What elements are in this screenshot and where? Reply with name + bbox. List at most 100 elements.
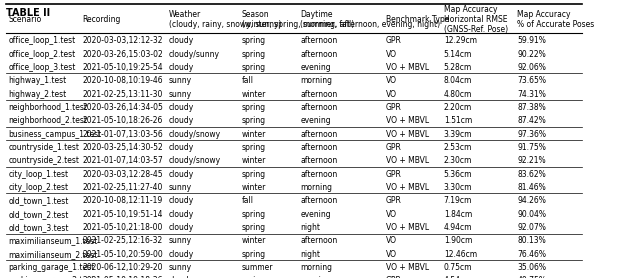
Text: 90.04%: 90.04%	[517, 210, 546, 219]
Text: 90.22%: 90.22%	[517, 49, 546, 59]
Text: night: night	[300, 223, 320, 232]
Text: morning: morning	[300, 183, 332, 192]
Text: 12.46cm: 12.46cm	[444, 250, 477, 259]
Text: business_campus_1.test: business_campus_1.test	[8, 130, 102, 139]
Text: Map Accuracy
% of Accurate Poses: Map Accuracy % of Accurate Poses	[517, 10, 595, 29]
Text: 81.46%: 81.46%	[517, 183, 546, 192]
Text: VO + MBVL: VO + MBVL	[386, 116, 429, 125]
Text: 2.20cm: 2.20cm	[444, 103, 472, 112]
Text: summer: summer	[242, 263, 273, 272]
Text: 2021-05-10,19:18-36: 2021-05-10,19:18-36	[83, 276, 163, 278]
Text: VO: VO	[386, 49, 397, 59]
Text: VO: VO	[386, 90, 397, 99]
Text: afternoon: afternoon	[300, 143, 337, 152]
Text: spring: spring	[242, 116, 266, 125]
Text: countryside_1.test: countryside_1.test	[8, 143, 79, 152]
Text: evening: evening	[300, 276, 331, 278]
Text: maximilianseum_2.test: maximilianseum_2.test	[8, 250, 98, 259]
Text: 73.65%: 73.65%	[517, 76, 546, 85]
Text: cloudy: cloudy	[168, 143, 194, 152]
Text: neighborhood_1.test: neighborhood_1.test	[8, 103, 88, 112]
Text: GPR: GPR	[386, 143, 402, 152]
Text: 97.36%: 97.36%	[517, 130, 546, 139]
Text: cloudy: cloudy	[168, 103, 194, 112]
Text: spring: spring	[242, 143, 266, 152]
Text: 4.80cm: 4.80cm	[444, 90, 472, 99]
Text: VO: VO	[386, 250, 397, 259]
Text: cloudy: cloudy	[168, 223, 194, 232]
Text: 91.75%: 91.75%	[517, 143, 546, 152]
Text: highway_2.test: highway_2.test	[8, 90, 67, 99]
Text: cloudy: cloudy	[168, 116, 194, 125]
Text: Season
(winter, spring, summer, fall): Season (winter, spring, summer, fall)	[242, 10, 354, 29]
Text: Benchmark Type: Benchmark Type	[386, 15, 449, 24]
Text: cloudy: cloudy	[168, 210, 194, 219]
Text: 2020-10-08,12:11-19: 2020-10-08,12:11-19	[83, 196, 163, 205]
Text: afternoon: afternoon	[300, 236, 337, 245]
Text: cloudy: cloudy	[168, 36, 194, 45]
Text: 2020-03-26,14:34-05: 2020-03-26,14:34-05	[83, 103, 163, 112]
Text: sunny: sunny	[168, 183, 192, 192]
Text: GPR: GPR	[386, 103, 402, 112]
Text: afternoon: afternoon	[300, 170, 337, 179]
Text: evening: evening	[300, 116, 331, 125]
Text: 2021-02-25,13:11-30: 2021-02-25,13:11-30	[83, 90, 163, 99]
Text: winter: winter	[242, 183, 266, 192]
Text: 1.90cm: 1.90cm	[444, 236, 472, 245]
Text: spring: spring	[242, 170, 266, 179]
Text: VO + MBVL: VO + MBVL	[386, 223, 429, 232]
Text: spring: spring	[242, 103, 266, 112]
Text: 35.06%: 35.06%	[517, 263, 546, 272]
Text: spring: spring	[242, 36, 266, 45]
Text: old_town_3.test: old_town_3.test	[8, 223, 69, 232]
Text: cloudy: cloudy	[168, 250, 194, 259]
Text: neighborhood_2.test: neighborhood_2.test	[8, 116, 88, 125]
Text: 2.53cm: 2.53cm	[444, 143, 472, 152]
Text: 76.46%: 76.46%	[517, 250, 546, 259]
Text: 92.07%: 92.07%	[517, 223, 546, 232]
Text: cloudy: cloudy	[168, 63, 194, 72]
Text: cloudy: cloudy	[168, 276, 194, 278]
Text: afternoon: afternoon	[300, 130, 337, 139]
Text: TABLE II: TABLE II	[6, 8, 51, 18]
Text: city_loop_1.test: city_loop_1.test	[8, 170, 68, 179]
Text: 92.06%: 92.06%	[517, 63, 546, 72]
Text: VO + MBVL: VO + MBVL	[386, 263, 429, 272]
Text: 5.36cm: 5.36cm	[444, 170, 472, 179]
Text: afternoon: afternoon	[300, 36, 337, 45]
Text: cloudy/sunny: cloudy/sunny	[168, 49, 220, 59]
Text: 80.13%: 80.13%	[517, 236, 546, 245]
Text: office_loop_3.test: office_loop_3.test	[8, 63, 76, 72]
Text: fall: fall	[242, 76, 253, 85]
Text: 5.14cm: 5.14cm	[444, 49, 472, 59]
Text: 83.62%: 83.62%	[517, 170, 546, 179]
Text: spring: spring	[242, 63, 266, 72]
Text: 2020-10-08,10:19-46: 2020-10-08,10:19-46	[83, 76, 163, 85]
Text: 3.30cm: 3.30cm	[444, 183, 472, 192]
Text: 4.94cm: 4.94cm	[444, 223, 472, 232]
Text: Daytime
(morning, afternoon, evening, night): Daytime (morning, afternoon, evening, ni…	[300, 10, 440, 29]
Text: 2021-05-10,19:51-14: 2021-05-10,19:51-14	[83, 210, 163, 219]
Text: countryside_2.test: countryside_2.test	[8, 156, 79, 165]
Text: 87.38%: 87.38%	[517, 103, 546, 112]
Text: 74.31%: 74.31%	[517, 90, 546, 99]
Text: winter: winter	[242, 90, 266, 99]
Text: afternoon: afternoon	[300, 196, 337, 205]
Text: afternoon: afternoon	[300, 49, 337, 59]
Text: afternoon: afternoon	[300, 103, 337, 112]
Text: 2.30cm: 2.30cm	[444, 156, 472, 165]
Text: 2021-05-10,18:26-26: 2021-05-10,18:26-26	[83, 116, 163, 125]
Text: 5.28cm: 5.28cm	[444, 63, 472, 72]
Text: 2020-03-03,12:28-45: 2020-03-03,12:28-45	[83, 170, 163, 179]
Text: old_town_2.test: old_town_2.test	[8, 210, 69, 219]
Text: afternoon: afternoon	[300, 156, 337, 165]
Text: sunny: sunny	[168, 263, 192, 272]
Text: 2021-01-07,13:03-56: 2021-01-07,13:03-56	[83, 130, 163, 139]
Text: GPR: GPR	[386, 276, 402, 278]
Text: 2021-01-07,14:03-57: 2021-01-07,14:03-57	[83, 156, 163, 165]
Text: spring: spring	[242, 210, 266, 219]
Text: 2020-03-26,15:03-02: 2020-03-26,15:03-02	[83, 49, 163, 59]
Text: maximilianseum_1.test: maximilianseum_1.test	[8, 236, 98, 245]
Text: GPR: GPR	[386, 36, 402, 45]
Text: GPR: GPR	[386, 196, 402, 205]
